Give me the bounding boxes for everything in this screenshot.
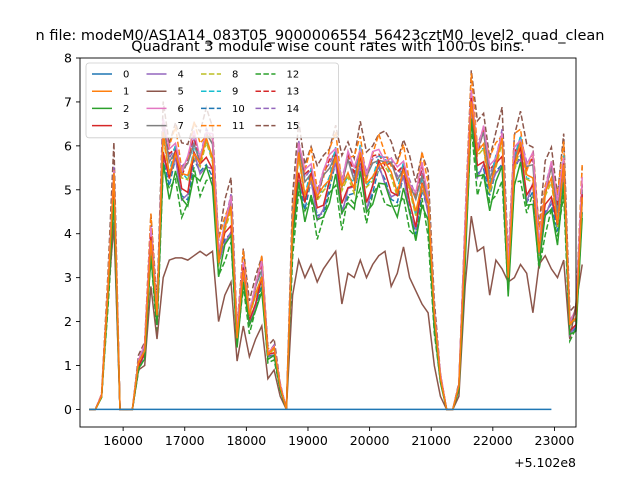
legend-label-2: 2 [123,104,129,115]
legend-label-5: 5 [178,87,184,98]
series-line-2 [89,118,583,411]
y-tick-label-2: 2 [64,314,72,329]
legend-label-0: 0 [123,70,129,81]
legend-label-7: 7 [178,121,184,132]
x-tick-label-23000: 23000 [535,433,575,448]
legend-label-13: 13 [287,87,300,98]
series-line-6 [89,90,583,411]
legend-label-14: 14 [287,104,300,115]
legend-label-12: 12 [287,70,300,81]
x-tick-label-19000: 19000 [288,433,328,448]
series-line-8 [89,105,583,411]
legend-label-4: 4 [178,70,184,81]
figure-suptitle: n file: modeM0/AS1A14_083T05_9000006554_… [36,28,605,44]
y-tick-label-0: 0 [64,402,72,417]
y-tick-label-1: 1 [64,358,72,373]
axis-ticks: 16000 17000 18000 19000 20000 21000 22000 23000… [64,51,574,449]
legend-label-3: 3 [123,121,129,132]
x-tick-label-16000: 16000 [103,433,143,448]
series-line-5 [89,215,583,411]
y-tick-label-8: 8 [64,51,72,66]
x-offset-label: +5.102e8 [514,455,576,470]
series-line-1 [89,101,583,411]
chart-title: Quadrant 3 module wise count rates with … [131,39,525,55]
legend-label-8: 8 [232,70,238,81]
legend-label-15: 15 [287,121,300,132]
legend-box [85,62,339,139]
series-line-12 [89,125,583,411]
y-tick-label-7: 7 [64,94,72,109]
plot-area [89,70,583,411]
legend-label-6: 6 [178,104,184,115]
y-tick-label-3: 3 [64,270,72,285]
series-line-11 [89,73,583,411]
legend-label-1: 1 [123,87,129,98]
x-tick-label-21000: 21000 [411,433,451,448]
legend-label-11: 11 [232,121,245,132]
x-tick-label-22000: 22000 [473,433,513,448]
axes-frame [79,57,577,428]
y-tick-label-5: 5 [64,182,72,197]
y-tick-label-6: 6 [64,138,72,153]
legend-label-10: 10 [232,104,245,115]
x-tick-label-18000: 18000 [226,433,266,448]
y-tick-label-4: 4 [64,226,72,241]
x-tick-label-20000: 20000 [350,433,390,448]
legend-label-9: 9 [232,87,238,98]
x-tick-label-17000: 17000 [165,433,205,448]
